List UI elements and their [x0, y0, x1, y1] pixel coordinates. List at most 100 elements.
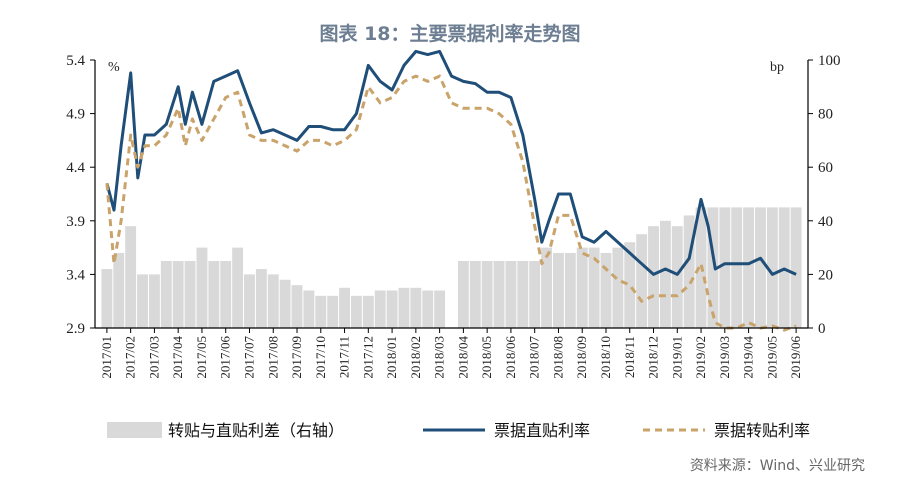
right-tick-label: 60 — [818, 160, 833, 176]
spread-bar — [707, 207, 719, 328]
x-tick-label: 2018/05 — [479, 336, 494, 379]
legend-label-bar: 转贴与直贴利差（右轴） — [168, 421, 344, 440]
spread-bar — [469, 261, 481, 328]
left-tick-label: 2.9 — [66, 321, 85, 337]
spread-bar — [327, 295, 339, 328]
spread-bar — [576, 247, 588, 328]
x-tick-label: 2018/10 — [598, 336, 613, 379]
direct-discount-rate-line — [105, 49, 797, 276]
spread-bar — [244, 274, 255, 328]
spread-bar — [255, 269, 267, 328]
left-tick-label: 4.9 — [66, 107, 85, 123]
x-tick-label: 2018/03 — [432, 336, 447, 379]
spread-bar — [541, 247, 553, 328]
spread-bar — [386, 290, 398, 328]
right-tick-label: 100 — [818, 53, 841, 69]
spread-bar — [113, 252, 125, 328]
rate-lines — [105, 49, 797, 332]
right-axis-unit: bp — [770, 60, 784, 75]
legend: 转贴与直贴利差（右轴） 票据直贴利率 票据转贴利率 — [107, 421, 810, 440]
spread-bar — [279, 279, 291, 328]
x-tick-label: 2019/01 — [669, 336, 684, 379]
legend-label-rediscount: 票据转贴利率 — [714, 421, 810, 440]
x-tick-label: 2017/05 — [194, 336, 209, 379]
x-tick-label: 2017/07 — [241, 336, 256, 379]
spread-bar — [731, 207, 743, 328]
right-tick-label: 80 — [818, 107, 833, 123]
spread-bar — [434, 290, 446, 328]
spread-bar — [553, 252, 564, 328]
spread-bar — [303, 290, 315, 328]
spread-bar — [374, 290, 386, 328]
tick-labels: 5.4 4.9 4.4 3.9 3.4 2.9 100 80 60 40 20 0 2017/01 201… — [66, 53, 840, 379]
right-tick-label: 40 — [818, 214, 833, 230]
x-tick-label: 2019/03 — [717, 336, 732, 379]
spread-bar — [600, 252, 612, 328]
x-tick-label: 2017/06 — [218, 336, 233, 379]
x-tick-label: 2017/10 — [313, 336, 328, 379]
spread-bar — [410, 287, 422, 328]
x-tick-label: 2018/01 — [384, 336, 399, 379]
spread-bar — [291, 285, 303, 328]
spread-bar — [624, 242, 636, 328]
spread-bar — [766, 207, 778, 328]
spread-bar — [125, 226, 137, 328]
left-tick-label: 4.4 — [66, 160, 85, 176]
left-tick-label: 5.4 — [66, 53, 85, 69]
x-tick-label: 2019/05 — [764, 336, 779, 379]
x-tick-label: 2017/03 — [146, 336, 161, 379]
spread-bar — [505, 261, 517, 328]
spread-bar — [422, 290, 434, 328]
spread-bar — [683, 215, 695, 328]
right-tick-label: 0 — [818, 321, 826, 337]
spread-bar — [339, 287, 350, 328]
left-axis-unit: % — [108, 60, 120, 75]
spread-bar — [719, 207, 731, 328]
left-tick-label: 3.4 — [66, 267, 85, 283]
spread-bar — [564, 252, 576, 328]
x-tick-label: 2018/06 — [503, 336, 518, 379]
spread-bar — [755, 207, 766, 328]
chart-title: 图表 18：主要票据利率走势图 — [319, 22, 580, 45]
x-tick-label: 2018/07 — [527, 336, 542, 379]
spread-bar — [636, 234, 648, 328]
spread-bar — [398, 287, 410, 328]
spread-bar — [232, 247, 244, 328]
left-tick-label: 3.9 — [66, 214, 85, 230]
spread-bar — [172, 261, 184, 328]
spread-bar — [517, 261, 529, 328]
x-tick-label: 2018/11 — [622, 336, 637, 378]
spread-bar — [208, 261, 220, 328]
axes — [90, 59, 813, 333]
spread-bar — [350, 295, 362, 328]
x-tick-label: 2017/12 — [360, 336, 375, 379]
spread-bar — [790, 207, 802, 328]
x-tick-label: 2018/04 — [455, 336, 470, 379]
x-tick-label: 2018/12 — [646, 336, 661, 379]
source-note: 资料来源：Wind、兴业研究 — [690, 458, 865, 474]
spread-bar — [457, 261, 469, 328]
spread-bar — [220, 261, 232, 328]
spread-bar — [529, 261, 541, 328]
spread-bar — [612, 247, 624, 328]
x-tick-label: 2018/08 — [550, 336, 565, 379]
x-tick-label: 2019/04 — [741, 336, 756, 379]
spread-bar — [137, 274, 148, 328]
spread-bar — [148, 274, 160, 328]
spread-bar — [588, 247, 600, 328]
rediscount-rate-line — [105, 74, 797, 332]
spread-bar — [659, 220, 671, 328]
spread-bar — [743, 207, 755, 328]
spread-bar — [481, 261, 493, 328]
right-tick-label: 20 — [818, 267, 833, 283]
spread-bar — [196, 247, 208, 328]
spread-bar — [493, 261, 505, 328]
spread-bar — [671, 226, 683, 328]
x-tick-label: 2017/09 — [289, 336, 304, 379]
x-tick-label: 2019/06 — [788, 336, 803, 379]
legend-label-direct: 票据直贴利率 — [494, 421, 590, 440]
x-tick-label: 2017/11 — [337, 336, 352, 378]
spread-bar — [315, 295, 327, 328]
spread-bar — [184, 261, 196, 328]
